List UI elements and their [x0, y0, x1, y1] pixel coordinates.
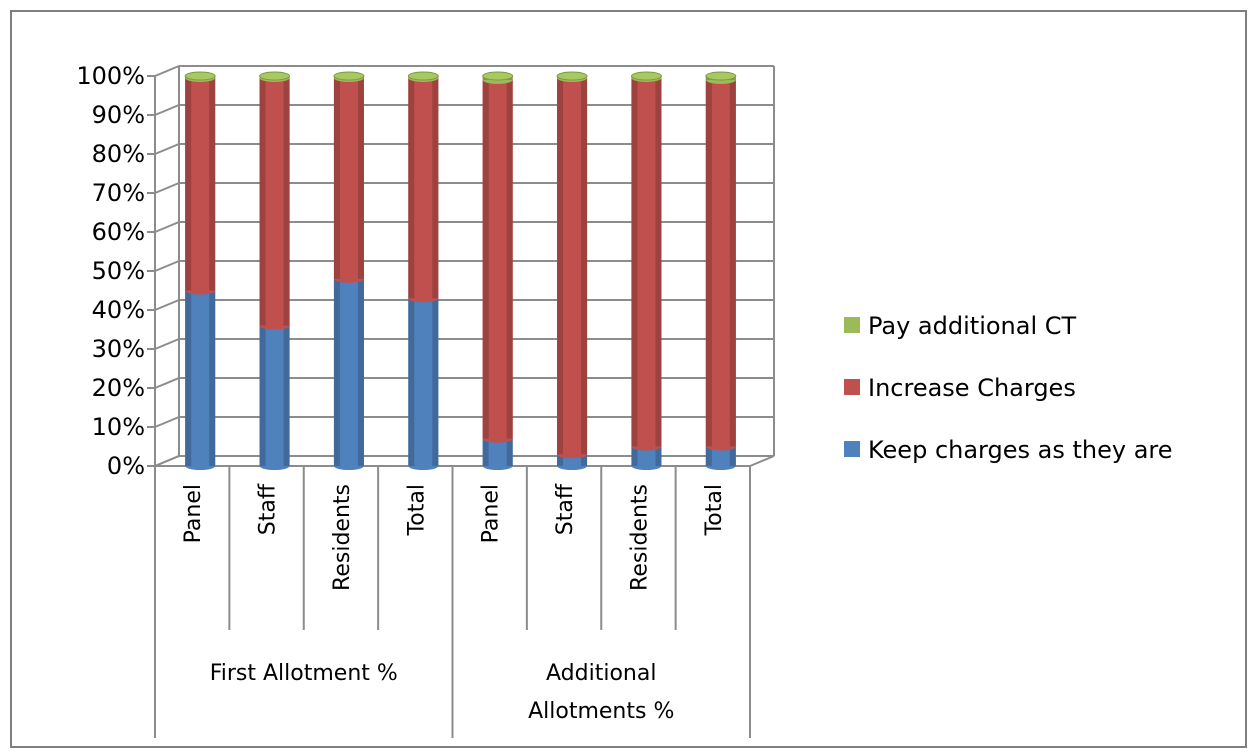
bar-segment	[705, 79, 736, 451]
bar-segment-shade	[357, 278, 364, 466]
bar-segment	[333, 278, 364, 470]
group-label: Additional Allotments %	[528, 661, 674, 724]
bar-segment	[408, 298, 439, 470]
y-tick-label: 70%	[92, 179, 145, 207]
bar-segment-shade	[259, 325, 266, 466]
bar-segment	[557, 454, 588, 470]
bar-segment-shade	[357, 77, 364, 279]
bar-segment-shade	[729, 79, 736, 447]
gridline-depth	[154, 143, 180, 155]
gridline-depth	[154, 416, 180, 428]
bar-segment	[557, 77, 588, 459]
category-label: Panel	[181, 484, 206, 543]
category-label: Residents	[330, 484, 355, 591]
gridline-depth	[154, 104, 180, 116]
bar-top-cap	[705, 71, 737, 81]
bar-segment-shade	[482, 438, 489, 466]
bar-segment-shade	[209, 77, 216, 291]
bar-top-cap	[184, 71, 216, 81]
bar-segment	[631, 77, 662, 451]
bar-segment-shade	[408, 298, 415, 466]
bar-segment	[482, 438, 513, 470]
gridline-depth	[154, 299, 180, 311]
bar-segment-shade	[729, 446, 736, 466]
gridline-depth	[154, 377, 180, 389]
bar-segment	[482, 79, 513, 443]
bar-segment-shade	[557, 77, 564, 455]
category-label: Staff	[256, 483, 281, 535]
group-label: First Allotment %	[210, 661, 398, 686]
bar-segment	[408, 77, 439, 303]
bar-segment	[705, 446, 736, 470]
bar-top-cap	[482, 71, 514, 81]
category-label: Residents	[627, 484, 652, 591]
category-label: Total	[404, 484, 429, 536]
bar-segment-shade	[333, 278, 340, 466]
bar-segment-shade	[705, 446, 712, 466]
gridline-depth	[154, 260, 180, 272]
gridline-depth	[154, 65, 180, 77]
y-tick-label: 30%	[92, 335, 145, 363]
category-label: Total	[702, 484, 727, 536]
bar-segment-shade	[408, 77, 415, 299]
bar-segment-shade	[506, 438, 513, 466]
bar-segment-shade	[209, 290, 216, 466]
y-tick-label: 40%	[92, 296, 145, 324]
y-tick-label: 80%	[92, 140, 145, 168]
legend-swatch	[844, 317, 860, 333]
bar-segment-shade	[283, 77, 290, 326]
bar-segment-shade	[705, 79, 712, 447]
bar-top-cap	[259, 71, 291, 81]
bar-segment-shade	[185, 77, 192, 291]
bar-top-cap	[333, 71, 365, 81]
y-tick-label: 60%	[92, 218, 145, 246]
bar-segment-shade	[259, 77, 266, 326]
y-tick-label: 100%	[76, 62, 145, 90]
bar-segment	[185, 290, 216, 470]
bar-segment-shade	[482, 79, 489, 439]
bar-segment	[185, 77, 216, 295]
bar-top-cap	[630, 71, 662, 81]
bar-segment	[333, 77, 364, 283]
legend-swatch	[844, 441, 860, 457]
bar-segment-shade	[506, 79, 513, 439]
gridline-depth	[154, 182, 180, 194]
category-label: Staff	[553, 483, 578, 535]
bar-segment	[259, 77, 290, 330]
y-tick-label: 20%	[92, 374, 145, 402]
bar-segment-shade	[631, 77, 638, 447]
y-tick-label: 10%	[92, 413, 145, 441]
legend-swatch	[844, 379, 860, 395]
bar-segment-shade	[185, 290, 192, 466]
bar-top-cap	[407, 71, 439, 81]
bar-top-cap	[556, 71, 588, 81]
bar-segment-shade	[581, 454, 588, 466]
bar-segment-shade	[333, 77, 340, 279]
legend-label: Pay additional CT	[868, 312, 1077, 340]
floor	[154, 455, 775, 467]
legend-label: Increase Charges	[868, 374, 1076, 402]
legend-label: Keep charges as they are	[868, 436, 1173, 464]
bar-segment-shade	[432, 298, 439, 466]
bar-segment-shade	[283, 325, 290, 466]
y-tick-label: 0%	[107, 452, 145, 480]
bar-segment-shade	[581, 77, 588, 455]
bar-segment-shade	[655, 446, 662, 466]
bar-segment	[631, 446, 662, 470]
bar-segment-shade	[557, 454, 564, 466]
bar-segment-shade	[631, 446, 638, 466]
gridline-depth	[154, 338, 180, 350]
bar-segment-shade	[655, 77, 662, 447]
bar-segment	[259, 325, 290, 470]
y-tick-label: 50%	[92, 257, 145, 285]
category-label: Panel	[479, 484, 504, 543]
gridline-depth	[154, 221, 180, 233]
bar-segment-shade	[432, 77, 439, 299]
y-tick-label: 90%	[92, 101, 145, 129]
